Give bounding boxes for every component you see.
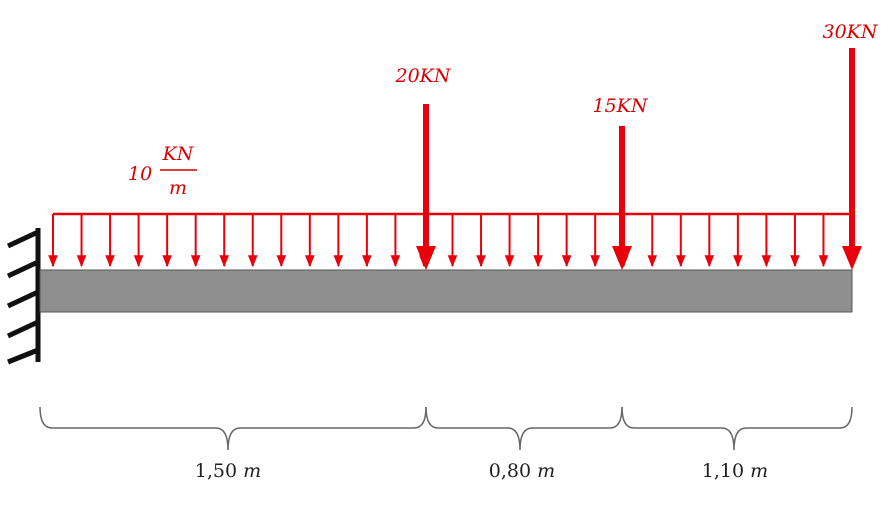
point-load-30: 30KN	[823, 21, 879, 270]
point-load-20: 20KN	[395, 65, 452, 270]
point-load-label: 20KN	[395, 65, 452, 87]
distributed-load-unit-numerator: KN	[162, 143, 195, 165]
point-load-15: 15KN	[593, 95, 649, 270]
dimension-brace-2	[425, 406, 623, 451]
beam	[39, 269, 853, 313]
dimension-label-1: 1,50 m	[195, 460, 261, 482]
fixed-support-icon	[6, 228, 41, 365]
dimension-label-3: 1,10 m	[702, 460, 768, 482]
distributed-load	[48, 212, 852, 268]
distributed-load-value: 10	[128, 163, 152, 185]
distributed-load-label: 10 KN m	[128, 143, 197, 199]
dimension-brace-3	[621, 406, 853, 451]
point-load-label: 30KN	[823, 21, 879, 43]
dimension-brace-1	[39, 406, 427, 451]
dimension-label-2: 0,80 m	[489, 460, 555, 482]
distributed-load-unit-denominator: m	[169, 177, 187, 199]
point-load-label: 15KN	[593, 95, 649, 117]
